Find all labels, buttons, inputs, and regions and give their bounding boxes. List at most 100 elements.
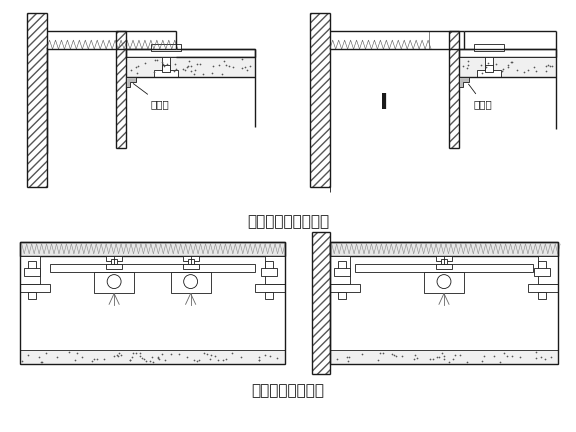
Point [498,66,507,73]
Bar [338,292,346,299]
Point [115,349,124,356]
Point [495,358,505,365]
Point [524,66,533,73]
Point [445,358,454,365]
Bar [477,70,501,77]
Bar [106,256,122,260]
Point [192,357,201,364]
Point [125,357,134,364]
Point [507,353,517,360]
Bar [183,256,199,260]
Point [17,358,26,365]
Bar [355,264,533,272]
Point [548,63,557,70]
Point [145,358,154,365]
Bar [183,264,199,269]
Point [221,356,230,362]
Point [192,60,201,67]
Point [392,353,401,360]
Point [497,67,506,74]
Point [163,61,172,68]
Point [132,64,141,71]
Point [160,62,169,69]
Bar [485,65,492,72]
Bar [535,268,550,276]
Point [545,62,554,69]
Bar [436,264,452,269]
Point [240,64,249,71]
Point [476,61,486,68]
Point [492,60,501,67]
Point [92,356,101,363]
Point [260,352,270,359]
Point [174,350,183,357]
Point [205,356,214,363]
Bar [485,57,492,72]
Bar [188,259,194,264]
Point [195,61,204,68]
Point [373,357,382,364]
Bar [28,260,36,270]
Bar [94,272,134,293]
Point [412,355,422,362]
Point [343,358,353,365]
Point [456,352,465,359]
Point [195,357,204,364]
Bar [20,256,40,283]
Bar [265,292,273,299]
Point [410,356,419,363]
Point [154,355,164,362]
Point [161,356,170,363]
Point [142,357,151,364]
Point [135,349,145,356]
Point [540,356,550,362]
Point [531,68,540,75]
Point [77,353,86,360]
Point [255,353,264,360]
Point [158,60,167,67]
Point [429,356,438,362]
Bar [329,283,359,292]
Point [513,67,522,74]
Point [541,67,551,74]
Bar [539,292,546,299]
Bar [162,57,170,72]
Point [426,355,435,362]
Point [150,57,160,64]
Point [458,63,468,70]
Point [169,67,179,74]
Bar [47,31,176,49]
Point [464,58,473,65]
Point [171,66,180,73]
Point [529,64,539,71]
Point [224,62,233,69]
Bar [539,260,546,270]
Point [154,353,163,360]
Bar [338,260,346,270]
Point [227,350,236,357]
Point [147,353,157,360]
Bar [265,256,285,283]
Bar [116,31,126,149]
Point [207,69,217,76]
Bar [312,232,329,374]
Point [127,67,136,73]
Bar [459,49,556,57]
Point [543,61,552,68]
Point [154,355,163,362]
Bar [310,13,329,187]
Point [432,353,441,360]
Bar [170,272,210,293]
Point [35,353,44,360]
Point [99,356,108,363]
Point [183,354,192,361]
Point [221,61,230,68]
Bar [265,260,273,270]
Point [182,63,191,70]
Point [149,69,158,76]
Bar [255,283,285,292]
Point [166,350,176,357]
Point [139,356,149,362]
Point [113,351,122,358]
Point [228,63,237,70]
